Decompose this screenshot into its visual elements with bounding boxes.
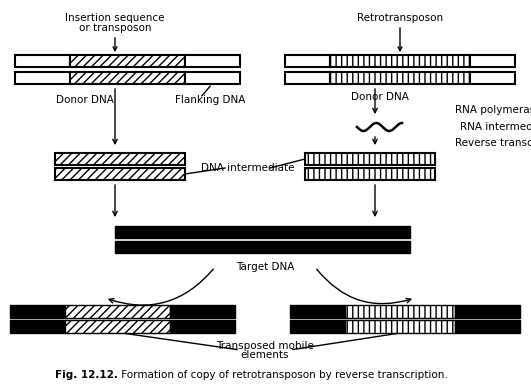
Text: Fig. 12.12.: Fig. 12.12. — [55, 370, 118, 380]
Bar — [345, 320, 455, 333]
Text: Target DNA: Target DNA — [236, 262, 294, 272]
Bar — [15, 72, 70, 84]
Bar — [10, 320, 65, 333]
Bar — [170, 305, 235, 318]
Text: or transposon: or transposon — [79, 23, 151, 33]
Bar — [345, 305, 455, 318]
Bar — [470, 72, 515, 84]
Bar — [55, 168, 185, 180]
Bar — [65, 305, 170, 318]
Bar — [455, 305, 520, 318]
Bar — [70, 55, 185, 67]
Bar — [115, 241, 410, 253]
Text: Retrotransposon: Retrotransposon — [357, 13, 443, 23]
Bar — [185, 72, 240, 84]
Text: Transposed mobile: Transposed mobile — [216, 341, 314, 351]
Bar — [285, 72, 330, 84]
Bar — [305, 168, 435, 180]
Text: Reverse transcriptase: Reverse transcriptase — [455, 138, 531, 148]
Bar — [170, 320, 235, 333]
Bar — [330, 72, 470, 84]
Bar — [65, 320, 170, 333]
Text: Donor DNA: Donor DNA — [56, 95, 114, 105]
Bar — [10, 305, 65, 318]
Bar — [185, 55, 240, 67]
Bar — [290, 320, 345, 333]
Text: Flanking DNA: Flanking DNA — [175, 95, 245, 105]
Bar — [285, 55, 330, 67]
Bar — [115, 226, 410, 238]
Text: Formation of copy of retrotransposon by reverse transcription.: Formation of copy of retrotransposon by … — [118, 370, 448, 380]
Text: RNA intermediate: RNA intermediate — [460, 122, 531, 132]
Text: RNA polymerase: RNA polymerase — [455, 105, 531, 115]
Text: Donor DNA: Donor DNA — [351, 92, 409, 102]
Bar — [55, 153, 185, 165]
Bar — [455, 320, 520, 333]
Text: elements: elements — [241, 350, 289, 360]
Bar — [15, 55, 70, 67]
Text: Insertion sequence: Insertion sequence — [65, 13, 165, 23]
Bar — [330, 55, 470, 67]
Text: DNA intermediate: DNA intermediate — [201, 163, 295, 173]
Bar — [305, 153, 435, 165]
Bar — [470, 55, 515, 67]
Bar — [70, 72, 185, 84]
Bar — [290, 305, 345, 318]
